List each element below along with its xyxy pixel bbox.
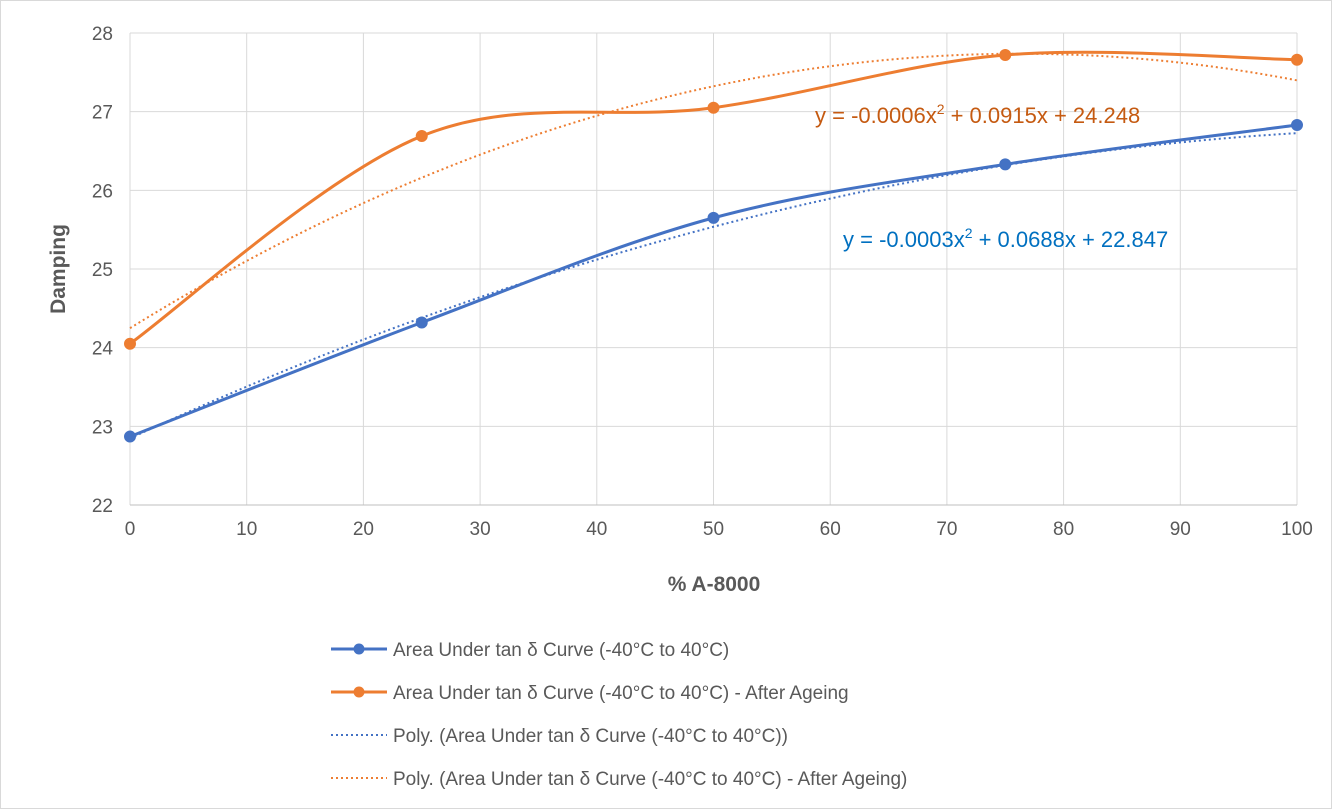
series-1-point	[124, 430, 136, 443]
series-2-point	[124, 337, 136, 350]
trendline-2	[129, 52, 1298, 330]
y-tick-label: 23	[92, 417, 113, 438]
legend-label: Poly. (Area Under tan δ Curve (-40°C to …	[393, 726, 788, 747]
legend-swatch-marker	[353, 686, 365, 698]
x-tick-label: 60	[820, 519, 841, 540]
x-tick-label: 10	[236, 519, 257, 540]
trendline-equation-1: y = -0.0003x2 + 0.0688x + 22.847	[843, 225, 1168, 252]
series-1-point	[415, 316, 428, 329]
x-tick-label: 50	[703, 519, 724, 540]
series-2-point	[707, 101, 720, 114]
y-tick-label: 26	[92, 181, 113, 202]
legend-item: Poly. (Area Under tan δ Curve (-40°C to …	[331, 769, 907, 790]
y-tick-label: 25	[92, 260, 113, 281]
x-axis-title: % A-8000	[668, 573, 761, 596]
legend-label: Area Under tan δ Curve (-40°C to 40°C)	[393, 640, 729, 661]
series-1-point	[707, 211, 720, 224]
y-tick-label: 24	[92, 339, 114, 360]
x-tick-label: 30	[470, 519, 491, 540]
x-tick-label: 100	[1281, 519, 1313, 540]
series-2-point	[415, 130, 428, 143]
equation-suffix: + 0.0915x + 24.248	[944, 103, 1140, 128]
legend-item: Poly. (Area Under tan δ Curve (-40°C to …	[331, 726, 788, 747]
legend-item: Area Under tan δ Curve (-40°C to 40°C)	[331, 640, 729, 661]
legend: Area Under tan δ Curve (-40°C to 40°C) Ar…	[331, 640, 907, 790]
y-axis-title: Damping	[47, 224, 70, 314]
x-tick-label: 40	[586, 519, 607, 540]
legend-label: Area Under tan δ Curve (-40°C to 40°C) -…	[393, 683, 849, 704]
series-1-point	[1291, 119, 1303, 132]
series	[124, 49, 1303, 443]
equation-superscript: 2	[965, 225, 973, 241]
y-tick-label: 22	[92, 496, 113, 517]
legend-item: Area Under tan δ Curve (-40°C to 40°C) -…	[331, 683, 849, 704]
equation-prefix: y = -0.0006x	[815, 103, 937, 128]
trendline-equation-2: y = -0.0006x2 + 0.0915x + 24.248	[815, 101, 1140, 128]
series-1-point	[999, 158, 1012, 171]
x-tick-label: 20	[353, 519, 374, 540]
trendline-1	[129, 132, 1298, 440]
x-tick-label: 90	[1170, 519, 1191, 540]
x-tick-label: 0	[125, 519, 136, 540]
legend-swatch-marker	[353, 643, 365, 655]
equation-suffix: + 0.0688x + 22.847	[972, 227, 1168, 252]
trendlines	[129, 52, 1298, 440]
x-tick-label: 70	[936, 519, 957, 540]
series-2-point	[999, 49, 1012, 62]
equation-superscript: 2	[937, 101, 945, 117]
x-tick-label: 80	[1053, 519, 1074, 540]
y-tick-label: 27	[92, 103, 113, 124]
y-tick-label: 28	[92, 24, 113, 45]
series-2-point	[1291, 53, 1303, 66]
equation-prefix: y = -0.0003x	[843, 227, 965, 252]
legend-label: Poly. (Area Under tan δ Curve (-40°C to …	[393, 769, 907, 790]
